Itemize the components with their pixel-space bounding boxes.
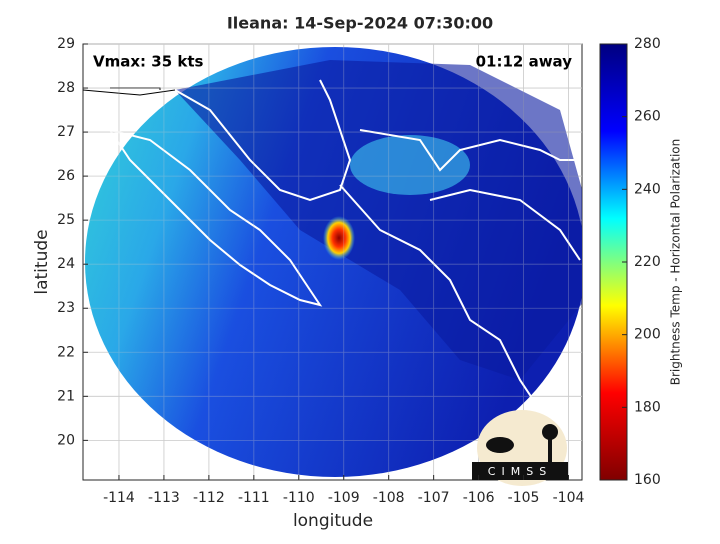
- colorbar-tick-label: 280: [634, 36, 661, 52]
- satellite-image: [83, 47, 582, 477]
- x-tick-label: -108: [373, 490, 405, 506]
- y-tick-label: 26: [57, 168, 75, 184]
- colorbar-tick-label: 200: [634, 327, 661, 343]
- y-tick-label: 27: [57, 124, 75, 140]
- colorbar-label: Brightness Temp - Horizontal Polarizatio…: [669, 139, 683, 386]
- annotation: 01:12 away: [476, 53, 573, 71]
- y-tick-label: 21: [57, 388, 75, 404]
- x-tick-label: -106: [463, 490, 495, 506]
- x-tick-label: -113: [148, 490, 180, 506]
- y-tick-label: 25: [57, 212, 75, 228]
- x-tick-label: -107: [418, 490, 450, 506]
- x-tick-label: -110: [283, 490, 315, 506]
- y-tick-label: 23: [57, 300, 75, 316]
- x-tick-label: -109: [328, 490, 360, 506]
- x-tick-label: -112: [193, 490, 225, 506]
- x-tick-label: -114: [103, 490, 135, 506]
- y-axis-label: latitude: [32, 229, 52, 294]
- y-tick-label: 24: [57, 256, 75, 272]
- logo: CIMSS: [472, 410, 568, 486]
- annotation: Vmax: 35 kts: [93, 53, 203, 71]
- x-tick-label: -104: [553, 490, 585, 506]
- y-tick-label: 22: [57, 344, 75, 360]
- x-tick-label: -105: [508, 490, 540, 506]
- colorbar-tick-label: 260: [634, 109, 661, 125]
- colorbar-tick-label: 240: [634, 181, 661, 197]
- colorbar-tick-label: 180: [634, 399, 661, 415]
- y-tick-label: 20: [57, 432, 75, 448]
- y-tick-label: 29: [57, 36, 75, 52]
- x-tick-label: -111: [238, 490, 270, 506]
- colorbar-tick-label: 160: [634, 472, 661, 488]
- logo-text: CIMSS: [488, 465, 552, 478]
- x-axis-label: longitude: [293, 511, 373, 531]
- y-tick-label: 28: [57, 80, 75, 96]
- chart-title: Ileana: 14-Sep-2024 07:30:00: [227, 14, 493, 33]
- colorbar-tick-label: 220: [634, 254, 661, 270]
